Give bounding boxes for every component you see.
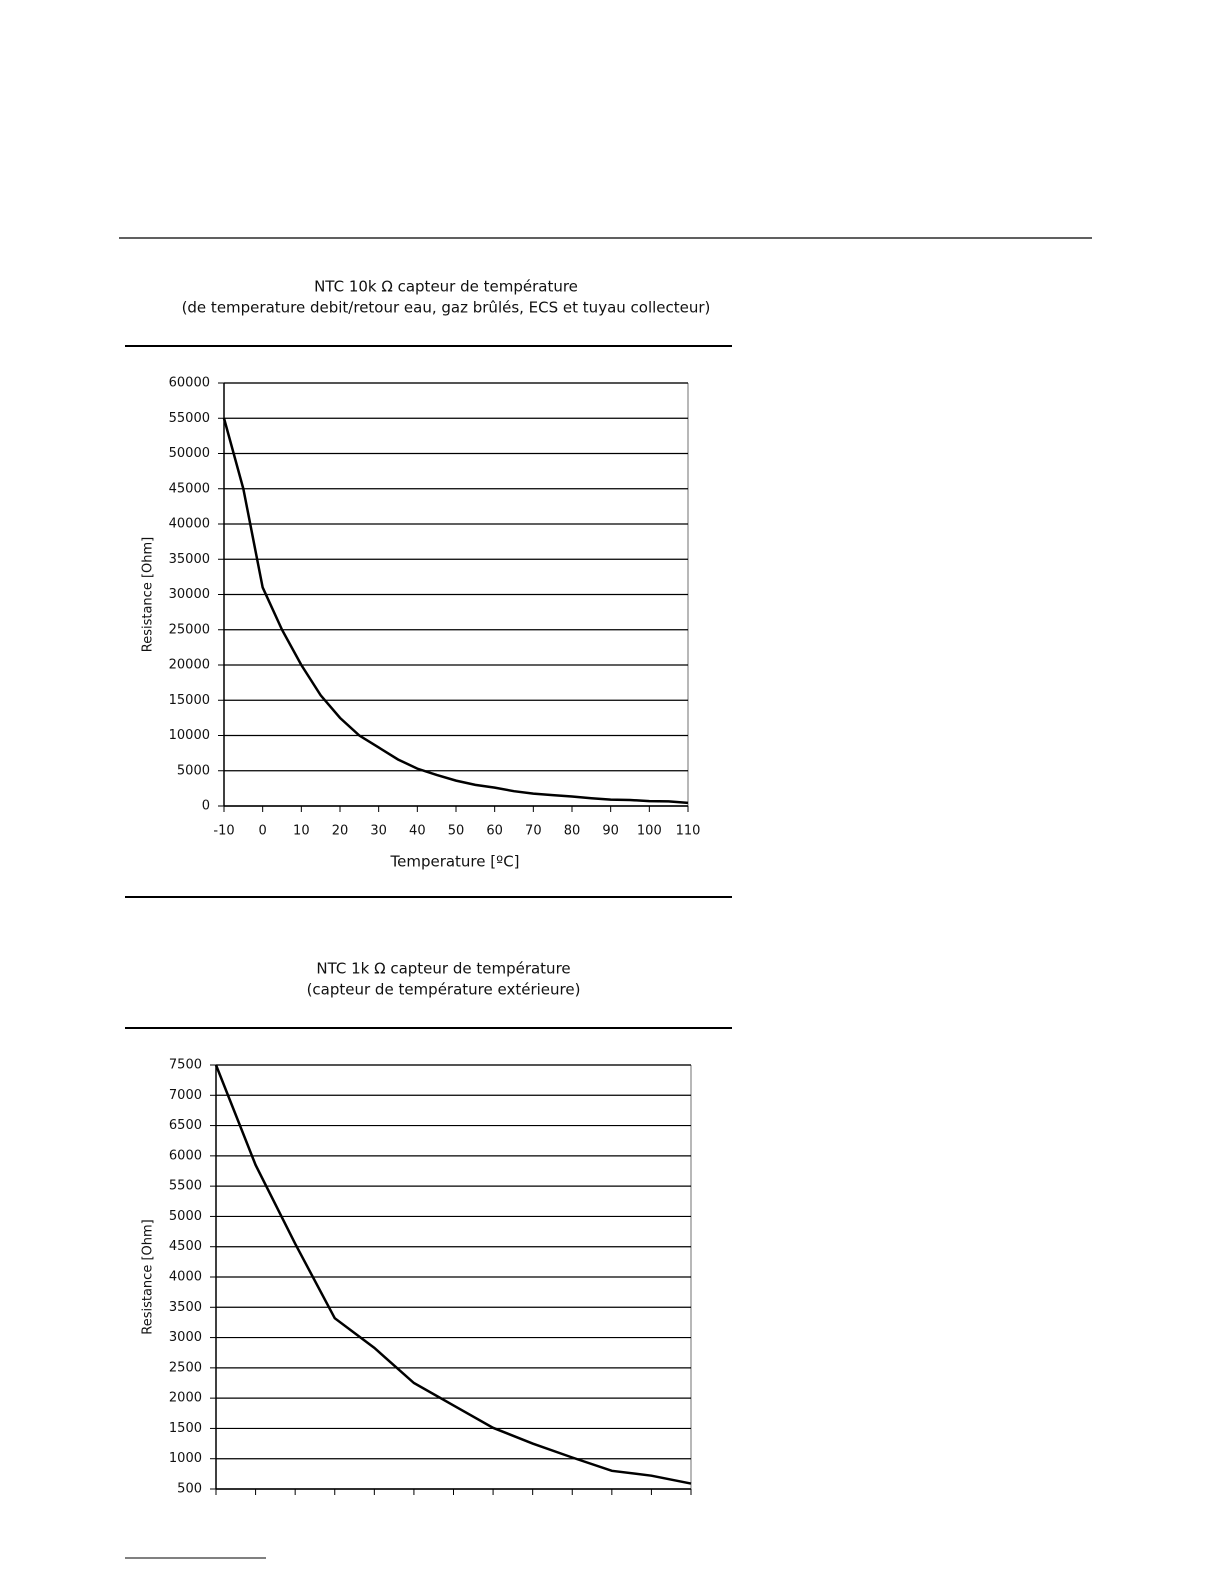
- y-tick-label: 3000: [169, 1330, 202, 1345]
- y-tick-label: 2000: [169, 1391, 202, 1406]
- y-tick-label: 5000: [169, 1209, 202, 1224]
- y-tick-label: 1000: [169, 1451, 202, 1466]
- y-tick-label: 7500: [169, 1058, 202, 1073]
- y-tick-label: 5500: [169, 1179, 202, 1194]
- x-tick-label: 40: [409, 824, 426, 839]
- data-line: [214, 1064, 692, 1485]
- x-tick-label: 90: [602, 824, 619, 839]
- y-tick-label: 25000: [169, 622, 210, 637]
- x-tick-label: 80: [564, 824, 581, 839]
- y-tick-label: 7000: [169, 1088, 202, 1103]
- y-tick-label: 55000: [169, 411, 210, 426]
- y-tick-label: 20000: [169, 658, 210, 673]
- x-tick-label: 30: [370, 824, 387, 839]
- y-tick-label: 60000: [169, 376, 210, 391]
- y-tick-label: 10000: [169, 728, 210, 743]
- y-axis-label: Resistance [Ohm]: [141, 1219, 156, 1334]
- y-tick-label: 40000: [169, 517, 210, 532]
- y-tick-label: 15000: [169, 693, 210, 708]
- y-tick-label: 500: [177, 1482, 202, 1497]
- y-tick-label: 4500: [169, 1239, 202, 1254]
- y-tick-label: 1500: [169, 1421, 202, 1436]
- y-tick-label: 4000: [169, 1270, 202, 1285]
- y-tick-label: 3500: [169, 1300, 202, 1315]
- y-tick-label: 50000: [169, 446, 210, 461]
- chart-title: NTC 1k Ω capteur de température: [316, 960, 570, 978]
- x-tick-label: 60: [486, 824, 503, 839]
- chart-subtitle: (de temperature debit/retour eau, gaz br…: [182, 299, 711, 317]
- x-axis-label: Temperature [ºC]: [389, 853, 519, 871]
- chart-title: NTC 10k Ω capteur de température: [314, 278, 578, 296]
- x-tick-label: 50: [448, 824, 465, 839]
- x-tick-label: 0: [259, 824, 267, 839]
- y-tick-label: 0: [202, 799, 210, 814]
- y-tick-label: 30000: [169, 587, 210, 602]
- y-tick-label: 35000: [169, 552, 210, 567]
- y-tick-label: 2500: [169, 1360, 202, 1375]
- x-tick-label: 100: [637, 824, 662, 839]
- data-line: [222, 417, 689, 805]
- chart-subtitle: (capteur de température extérieure): [307, 981, 581, 999]
- y-axis-label: Resistance [Ohm]: [141, 537, 156, 652]
- x-tick-label: 110: [676, 824, 701, 839]
- x-tick-label: 70: [525, 824, 542, 839]
- y-tick-label: 5000: [177, 763, 210, 778]
- x-tick-label: -10: [213, 824, 234, 839]
- x-tick-label: 10: [293, 824, 310, 839]
- y-tick-label: 6000: [169, 1148, 202, 1163]
- y-tick-label: 6500: [169, 1118, 202, 1133]
- x-tick-label: 20: [332, 824, 349, 839]
- y-tick-label: 45000: [169, 481, 210, 496]
